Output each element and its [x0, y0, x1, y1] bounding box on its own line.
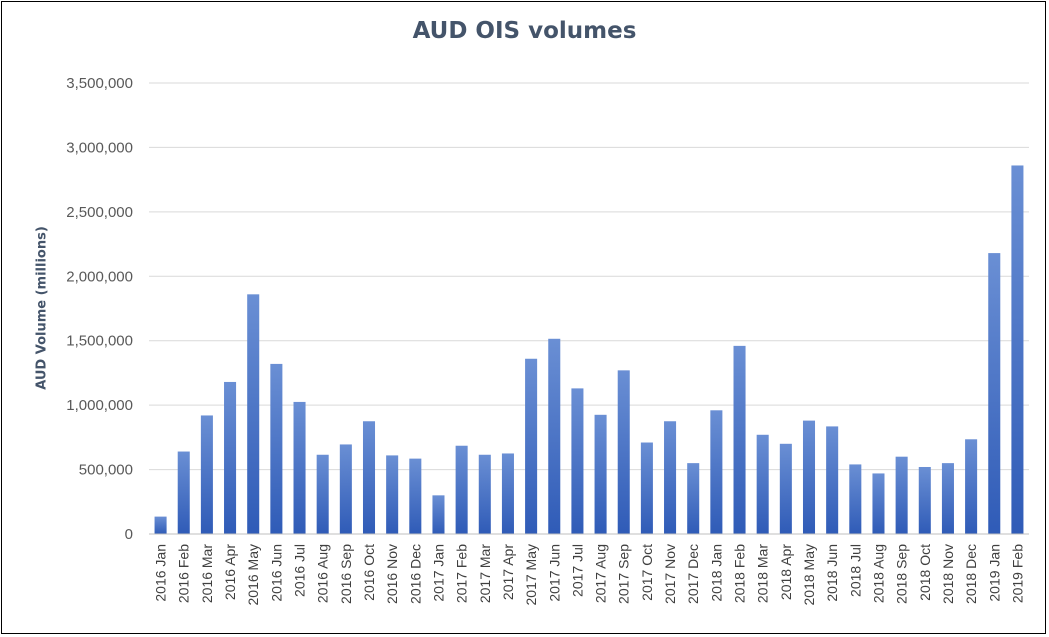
bar [617, 370, 630, 534]
bar [918, 466, 931, 534]
bar [548, 338, 561, 534]
x-tick-label: 2016 Sep [338, 544, 354, 604]
x-tick-label: 2017 Feb [454, 544, 470, 603]
bar [640, 442, 653, 534]
bar [594, 414, 607, 534]
bar [710, 410, 723, 534]
bar [895, 456, 908, 534]
x-tick-label: 2018 Feb [732, 544, 748, 603]
x-tick-label: 2018 Jul [847, 544, 863, 597]
x-tick-label: 2016 Apr [222, 544, 238, 600]
x-tick-label: 2016 Nov [384, 544, 400, 604]
x-tick-label: 2017 Jun [546, 544, 562, 602]
bar [409, 458, 422, 534]
bar [756, 434, 769, 534]
bar [571, 388, 584, 534]
bar [802, 420, 816, 534]
y-tick-label: 1,500,000 [66, 333, 133, 350]
bar [386, 455, 399, 534]
x-tick-label: 2016 Mar [199, 544, 215, 603]
bar [664, 421, 677, 534]
x-tick-label: 2017 Mar [477, 544, 493, 603]
y-tick-label: 3,500,000 [66, 75, 133, 92]
x-tick-label: 2019 Feb [1009, 544, 1025, 603]
x-tick-label: 2016 May [245, 544, 261, 605]
y-tick-label: 2,000,000 [66, 268, 133, 285]
bar [177, 451, 190, 534]
bar [525, 358, 538, 534]
bar [247, 294, 260, 534]
x-tick-label: 2018 Mar [755, 544, 771, 603]
x-tick-label: 2017 Nov [662, 544, 678, 604]
bar [941, 463, 954, 534]
x-tick-label: 2018 Dec [963, 544, 979, 604]
bar [779, 443, 792, 534]
x-tick-label: 2018 Aug [870, 544, 886, 603]
y-tick-label: 500,000 [79, 462, 133, 479]
bar [362, 421, 376, 534]
x-tick-label: 2017 Apr [500, 544, 516, 600]
bar [455, 445, 468, 534]
x-tick-label: 2018 May [801, 544, 817, 605]
bar [478, 454, 491, 534]
x-tick-label: 2017 Sep [616, 544, 632, 604]
x-tick-label: 2017 Oct [639, 544, 655, 601]
x-tick-label: 2018 Jun [824, 544, 840, 602]
x-tick-label: 2018 Jan [708, 544, 724, 602]
bar [501, 453, 514, 534]
x-tick-label: 2016 Jan [153, 544, 169, 602]
bar [826, 426, 839, 534]
x-tick-label: 2018 Apr [778, 544, 794, 600]
x-tick-label: 2017 May [523, 544, 539, 605]
bar [432, 495, 445, 534]
y-tick-label: 3,000,000 [66, 139, 133, 156]
x-tick-label: 2018 Sep [894, 544, 910, 604]
x-tick-label: 2018 Nov [940, 544, 956, 604]
x-tick-label: 2016 Jun [268, 544, 284, 602]
x-tick-label: 2016 Jul [292, 544, 308, 597]
y-tick-label: 1,000,000 [66, 397, 133, 414]
bar [293, 401, 306, 534]
bar [1011, 165, 1024, 534]
bar [965, 439, 978, 534]
y-tick-label: 2,500,000 [66, 204, 133, 221]
x-tick-label: 2016 Feb [176, 544, 192, 603]
bar [872, 473, 885, 534]
bar [270, 363, 283, 534]
x-tick-label: 2018 Oct [917, 544, 933, 601]
x-tick-label: 2016 Aug [315, 544, 331, 603]
x-tick-label: 2019 Jan [986, 544, 1002, 602]
x-tick-label: 2017 Dec [685, 544, 701, 604]
bar [339, 444, 352, 534]
bar [849, 464, 862, 534]
x-tick-label: 2017 Aug [593, 544, 609, 603]
bar [988, 253, 1001, 534]
x-tick-label: 2017 Jul [569, 544, 585, 597]
y-tick-label: 0 [125, 526, 133, 543]
bar [224, 381, 237, 534]
bar [200, 415, 213, 534]
bar [316, 454, 329, 534]
bar [154, 516, 167, 534]
x-tick-label: 2017 Jan [430, 544, 446, 602]
bar [733, 345, 746, 534]
x-tick-label: 2016 Dec [407, 544, 423, 604]
x-tick-label: 2016 Oct [361, 544, 377, 601]
chart-title: AUD OIS volumes [412, 18, 637, 44]
bar [687, 463, 700, 534]
